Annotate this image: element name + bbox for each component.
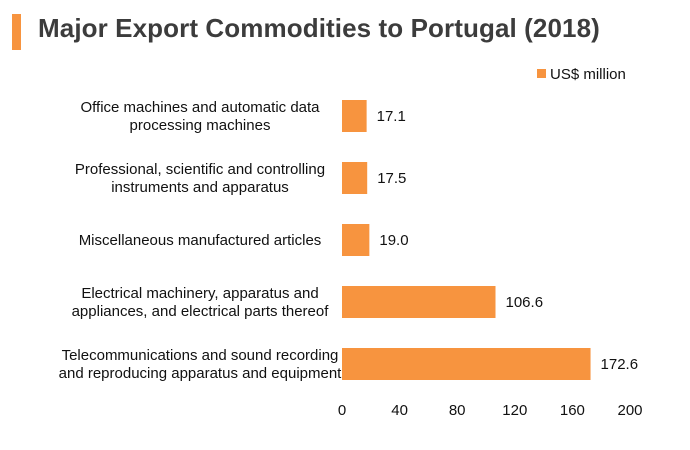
category-label-1: Professional, scientific and controlling…: [75, 161, 325, 196]
value-label-2: 19.0: [379, 232, 408, 249]
value-label-1: 17.5: [377, 170, 406, 187]
chart-title: Major Export Commodities to Portugal (20…: [38, 13, 600, 43]
x-tick-label-5: 200: [617, 402, 642, 419]
x-tick-label-1: 40: [391, 402, 408, 419]
value-label-0: 17.1: [377, 108, 406, 125]
bar-4: [342, 348, 591, 380]
bar-3: [342, 286, 496, 318]
title-accent-bar: [12, 14, 21, 50]
bar-1: [342, 162, 368, 194]
x-tick-label-2: 80: [449, 402, 466, 419]
bar-2: [342, 224, 370, 256]
value-label-4: 172.6: [601, 356, 639, 373]
category-label-0: Office machines and automatic data proces…: [80, 99, 320, 134]
x-tick-label-0: 0: [338, 402, 346, 419]
category-label-4: Telecommunications and sound recording an…: [59, 347, 343, 382]
x-tick-label-4: 160: [560, 402, 585, 419]
category-label-3: Electrical machinery, apparatus and appli…: [72, 285, 330, 320]
x-tick-label-3: 120: [502, 402, 527, 419]
value-label-3: 106.6: [506, 294, 544, 311]
bar-0: [342, 100, 367, 132]
legend-swatch: [537, 69, 546, 78]
category-label-2: Miscellaneous manufactured articles: [79, 232, 322, 249]
legend-label: US$ million: [550, 66, 626, 83]
